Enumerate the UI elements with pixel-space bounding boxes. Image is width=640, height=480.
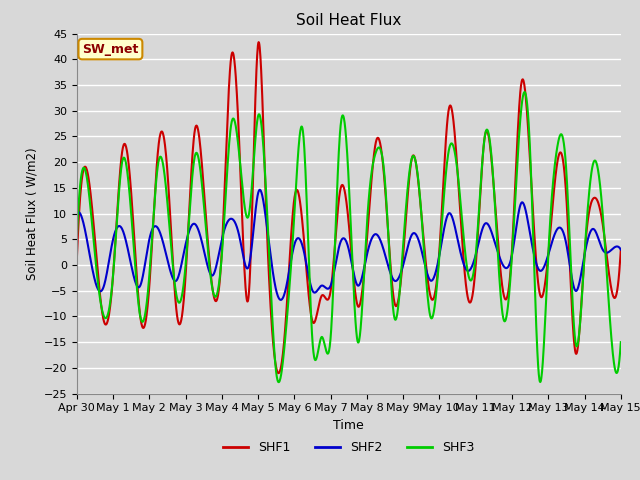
SHF2 xyxy=(383,259,391,265)
Line: SHF1: SHF1 xyxy=(77,42,621,373)
Line: SHF3: SHF3 xyxy=(77,92,621,382)
SHF1 xyxy=(275,370,282,376)
SHF2 xyxy=(316,285,323,290)
SHF1 xyxy=(137,319,145,324)
Legend: SHF1, SHF2, SHF3: SHF1, SHF2, SHF3 xyxy=(218,436,480,459)
Line: SHF2: SHF2 xyxy=(77,190,621,300)
SHF2 xyxy=(277,297,285,303)
SHF3 xyxy=(73,237,81,242)
SHF2 xyxy=(115,223,123,229)
Y-axis label: Soil Heat Flux ( W/m2): Soil Heat Flux ( W/m2) xyxy=(25,147,38,280)
SHF3 xyxy=(275,379,282,385)
SHF3 xyxy=(137,317,145,323)
SHF2 xyxy=(305,272,312,277)
Title: Soil Heat Flux: Soil Heat Flux xyxy=(296,13,401,28)
Text: SW_met: SW_met xyxy=(82,43,139,56)
SHF1 xyxy=(383,213,391,219)
SHF2 xyxy=(73,211,81,216)
SHF1 xyxy=(617,247,625,252)
SHF3 xyxy=(383,204,390,210)
SHF2 xyxy=(617,247,625,252)
SHF3 xyxy=(304,233,312,239)
SHF2 xyxy=(326,285,333,291)
SHF3 xyxy=(115,191,123,196)
SHF3 xyxy=(325,348,333,354)
SHF3 xyxy=(521,89,529,95)
SHF2 xyxy=(137,281,145,287)
SHF1 xyxy=(73,257,81,263)
SHF2 xyxy=(256,187,264,192)
SHF1 xyxy=(316,299,323,305)
SHF1 xyxy=(326,294,333,300)
SHF3 xyxy=(316,342,323,348)
SHF1 xyxy=(115,184,123,190)
SHF1 xyxy=(255,39,262,45)
SHF3 xyxy=(617,339,625,345)
X-axis label: Time: Time xyxy=(333,419,364,432)
SHF1 xyxy=(305,288,312,294)
